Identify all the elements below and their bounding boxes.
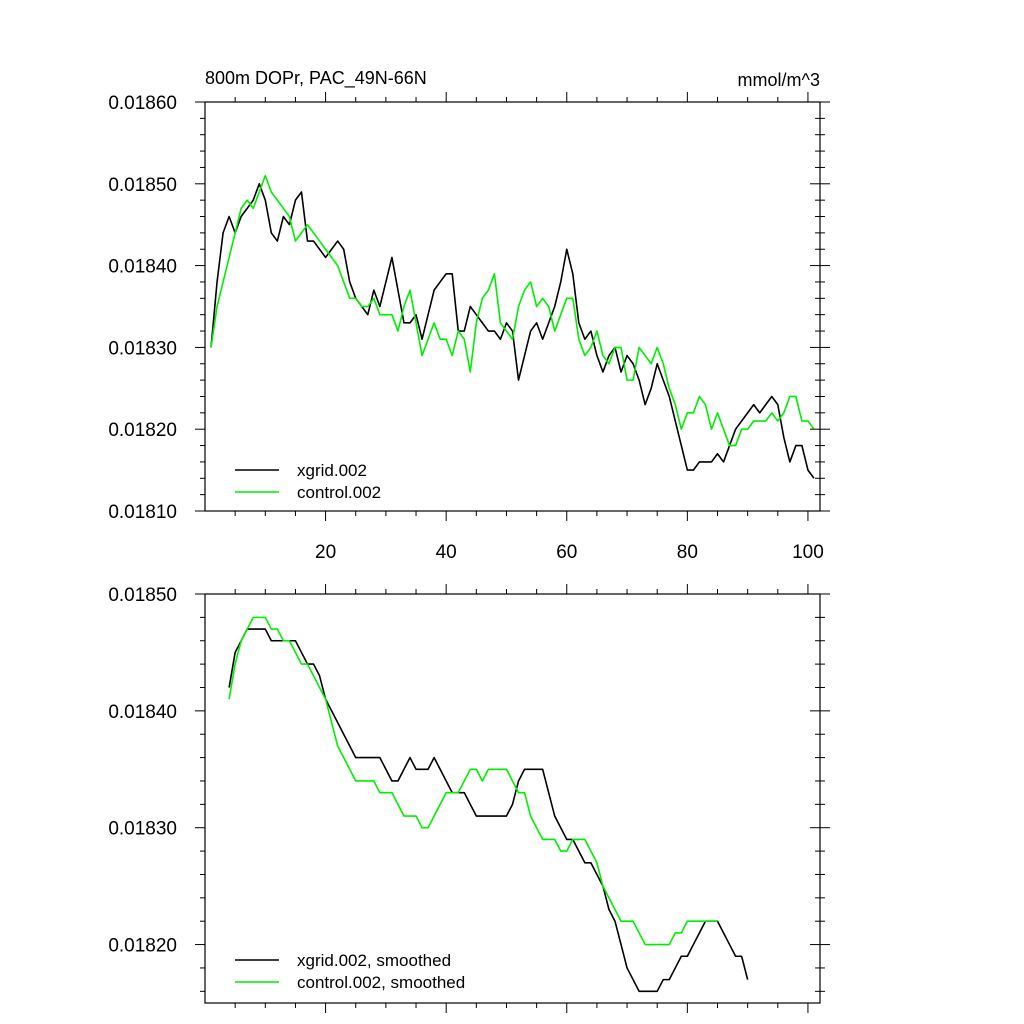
top-series-line-xgrid xyxy=(210,183,815,479)
top-plot-frame xyxy=(204,101,821,512)
bottom-series-line-xgrid xyxy=(228,628,749,993)
top-y-tick-label: 0.01810 xyxy=(108,502,177,523)
bottom-legend-label-control: control.002, smoothed xyxy=(297,973,465,992)
bottom-y-tick-label: 0.01830 xyxy=(108,819,177,840)
top-x-tick-label: 80 xyxy=(677,542,698,563)
top-x-tick-label: 20 xyxy=(315,542,336,563)
top-panel-units: mmol/m^3 xyxy=(738,70,820,90)
top-series-line-control xyxy=(210,174,815,447)
top-y-tick-label: 0.01820 xyxy=(108,420,177,441)
top-panel-title: 800m DOPr, PAC_49N-66N xyxy=(205,68,427,89)
top-panel: 800m DOPr, PAC_49N-66N mmol/m^3 0.01810 0… xyxy=(108,68,830,563)
top-y-tick-label: 0.01830 xyxy=(108,338,177,359)
top-y-tick-label: 0.01860 xyxy=(108,93,177,114)
bottom-panel: 0.01820 0.01830 0.01840 0.01850 xgrid.002, … xyxy=(108,584,830,1013)
bottom-plot-frame xyxy=(204,593,821,1004)
bottom-y-tick-label: 0.01820 xyxy=(108,936,177,957)
bottom-legend-label-xgrid: xgrid.002, smoothed xyxy=(297,951,451,970)
bottom-series-line-control xyxy=(228,616,718,946)
bottom-y-tick-label: 0.01850 xyxy=(108,585,177,606)
top-y-tick-label: 0.01840 xyxy=(108,257,177,278)
top-legend-label-control: control.002 xyxy=(297,483,381,502)
top-legend-label-xgrid: xgrid.002 xyxy=(297,461,367,480)
top-x-tick-label: 100 xyxy=(792,542,824,563)
top-x-tick-label: 40 xyxy=(436,542,457,563)
top-x-tick-label: 60 xyxy=(556,542,577,563)
bottom-y-tick-label: 0.01840 xyxy=(108,702,177,723)
top-y-tick-label: 0.01850 xyxy=(108,175,177,196)
